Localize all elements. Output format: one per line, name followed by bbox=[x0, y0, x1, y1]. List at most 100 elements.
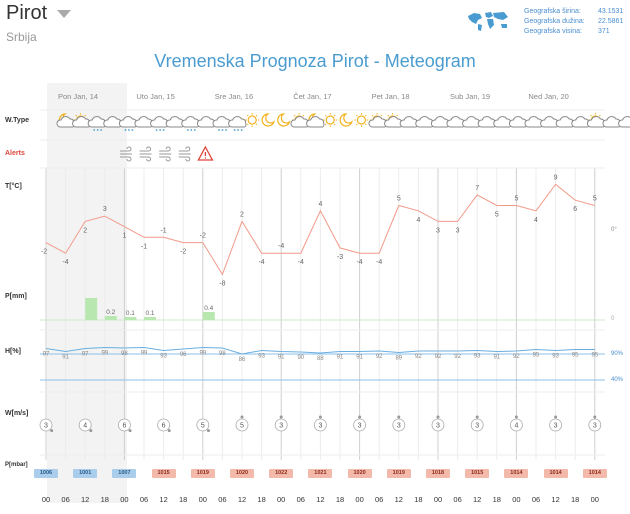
sun-ray bbox=[396, 114, 398, 117]
wind-direction-arrow bbox=[89, 429, 93, 433]
wind-stroke bbox=[159, 146, 171, 152]
hour-label: 06 bbox=[218, 495, 227, 504]
humidity-value: 93 bbox=[474, 354, 481, 360]
weather-moon-icon bbox=[277, 113, 291, 127]
day-label: Čet Jan, 17 bbox=[293, 92, 332, 101]
humidity-value: 91 bbox=[278, 355, 285, 361]
wind-circle bbox=[274, 418, 288, 432]
sun-ray bbox=[333, 123, 336, 126]
weather-cloud-icon bbox=[430, 116, 450, 128]
hour-label: 12 bbox=[237, 495, 247, 504]
wind-indicator: 3 bbox=[353, 415, 367, 432]
moon-icon bbox=[277, 113, 291, 127]
weather-cloud-icon bbox=[165, 116, 185, 128]
cloud-icon bbox=[399, 116, 419, 128]
weather-cloud-icon bbox=[196, 116, 216, 128]
weather-cloud-icon bbox=[415, 116, 434, 128]
wind-speed-value: 3 bbox=[318, 423, 322, 430]
cloud-icon bbox=[618, 116, 630, 128]
cloud-icon bbox=[493, 116, 512, 128]
wind-direction-arrow bbox=[554, 415, 558, 419]
rain-drop bbox=[162, 129, 165, 131]
weather-cloud-sun-icon bbox=[384, 113, 403, 128]
wind-speed-value: 6 bbox=[122, 423, 126, 430]
weather-moon-icon bbox=[339, 113, 354, 127]
cloud-icon bbox=[555, 116, 575, 128]
cloud-icon bbox=[103, 116, 122, 128]
precip-bar bbox=[104, 316, 117, 320]
humidity-value: 99 bbox=[199, 351, 206, 357]
temperature-value: -4 bbox=[258, 259, 264, 266]
sun-ray bbox=[364, 114, 367, 117]
world-map-icon bbox=[468, 12, 508, 31]
temperature-value: -1 bbox=[160, 227, 166, 234]
humidity-value: 88 bbox=[317, 356, 324, 362]
wind-circle bbox=[510, 418, 523, 432]
temp-zero-label: 0° bbox=[611, 227, 617, 233]
temperature-value: -1 bbox=[141, 243, 147, 250]
hour-label: 12 bbox=[473, 495, 482, 504]
temperature-value: 3 bbox=[436, 227, 440, 234]
wind-stroke bbox=[178, 146, 191, 152]
hour-label: 06 bbox=[296, 495, 305, 504]
weather-cloud-rain-icon bbox=[181, 116, 200, 131]
hour-label: 18 bbox=[100, 495, 109, 504]
hour-label: 12 bbox=[81, 495, 90, 504]
city-dropdown-icon[interactable] bbox=[57, 10, 71, 18]
wind-alert-icon bbox=[178, 146, 191, 162]
day-label: Pet Jan, 18 bbox=[371, 92, 410, 101]
wind-speed-value: 5 bbox=[240, 423, 244, 430]
wind-circle bbox=[118, 418, 131, 432]
pressure-value: 1015 bbox=[151, 469, 176, 478]
precip-value: 0.2 bbox=[106, 309, 115, 316]
wind-speed-value: 4 bbox=[514, 423, 518, 430]
hour-label: 00 bbox=[433, 495, 443, 504]
humidity-label: H[%] bbox=[5, 348, 21, 355]
temperature-value: 1 bbox=[122, 233, 126, 240]
precip-value: 0.4 bbox=[204, 305, 213, 312]
weather-cloud-rain-icon bbox=[118, 116, 138, 131]
cloud-icon bbox=[384, 116, 403, 128]
wind-direction-arrow bbox=[436, 415, 440, 419]
geo-latitude: Geografska širina: 43.1531 bbox=[524, 8, 624, 15]
temperature-value: -2 bbox=[180, 249, 186, 256]
hour-label: 18 bbox=[335, 495, 345, 504]
weather-sun-icon bbox=[323, 113, 338, 127]
weather-cloud-rain-icon bbox=[150, 116, 169, 131]
sun-ray bbox=[84, 114, 86, 117]
temperature-value: 4 bbox=[416, 217, 420, 224]
temperature-value: 4 bbox=[534, 217, 538, 224]
humidity-bottom-label: 40% bbox=[611, 377, 624, 383]
wind-indicator: 3 bbox=[392, 415, 406, 432]
day-label: Sub Jan, 19 bbox=[450, 92, 491, 101]
hour-label: 12 bbox=[394, 495, 403, 504]
rain-drop bbox=[127, 129, 130, 131]
temperature-value: 5 bbox=[593, 196, 597, 203]
cloud-icon bbox=[462, 116, 481, 128]
weather-cloud-rain-icon bbox=[228, 116, 247, 131]
wind-circle bbox=[196, 418, 210, 432]
sun-icon bbox=[247, 115, 257, 125]
hour-label: 00 bbox=[590, 495, 599, 504]
temperature-value: -2 bbox=[41, 249, 47, 256]
wind-circle bbox=[588, 418, 602, 432]
day-label: Ned Jan, 20 bbox=[528, 92, 569, 101]
hour-label: 06 bbox=[375, 495, 384, 504]
humidity-value: 91 bbox=[62, 355, 69, 361]
cloud-icon bbox=[134, 116, 153, 128]
cloud-icon bbox=[368, 116, 387, 128]
wind-indicator: 3 bbox=[588, 415, 602, 432]
weather-cloud-icon bbox=[618, 116, 630, 128]
wind-circle bbox=[549, 418, 562, 432]
cloud-icon bbox=[415, 116, 434, 128]
rain-drop bbox=[218, 129, 220, 131]
precip-value: 0.1 bbox=[145, 310, 154, 317]
sun-ray bbox=[598, 114, 601, 117]
geo-info: Geografska širina: 43.1531 Geografska duž… bbox=[524, 7, 623, 37]
cloud-icon bbox=[181, 116, 200, 128]
cloud-icon bbox=[150, 116, 169, 128]
weather-cloud-icon bbox=[508, 116, 528, 128]
pressure-value: 1007 bbox=[112, 469, 137, 478]
sun-ray bbox=[246, 123, 249, 126]
rain-drop bbox=[225, 129, 227, 131]
